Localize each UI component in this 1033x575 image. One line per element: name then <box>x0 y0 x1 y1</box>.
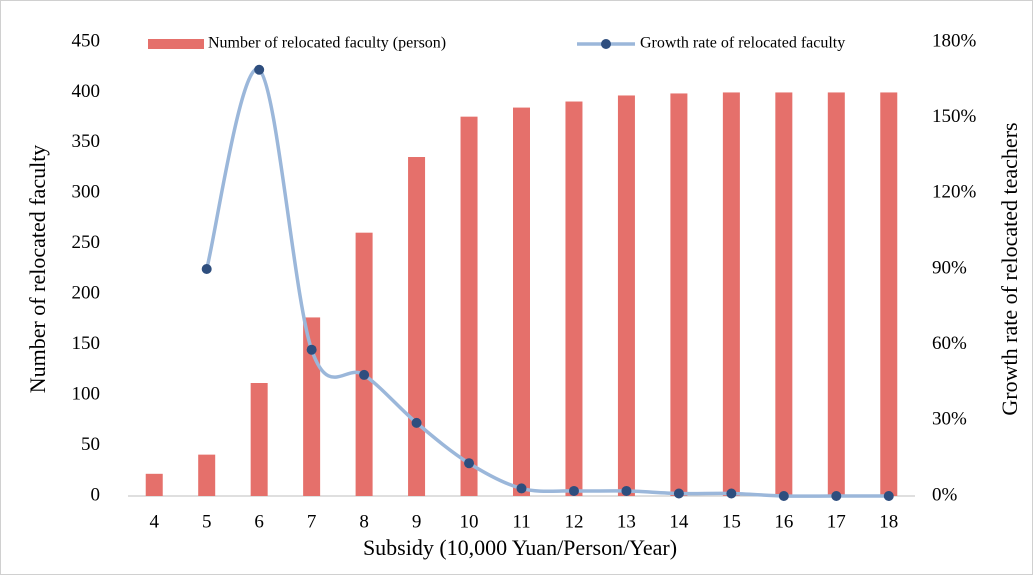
x-tick-label: 6 <box>254 511 264 532</box>
x-tick-label: 18 <box>879 511 898 532</box>
line-marker <box>254 64 265 75</box>
y2-tick-label: 90% <box>932 257 967 278</box>
legend-swatch <box>148 39 204 49</box>
x-tick-label: 10 <box>460 511 479 532</box>
line-marker <box>306 344 317 355</box>
line-marker <box>359 369 370 380</box>
y-tick-label: 450 <box>72 30 101 51</box>
y2-axis-label: Growth rate of relocated teachers <box>997 122 1022 415</box>
bar <box>827 92 845 496</box>
bar <box>775 92 793 496</box>
y-tick-label: 150 <box>72 333 101 354</box>
line <box>205 67 889 498</box>
x-tick-label: 7 <box>307 511 317 532</box>
line-marker <box>464 458 475 469</box>
y2-tick-label: 180% <box>932 30 977 51</box>
bar <box>565 101 583 496</box>
x-tick-label: 15 <box>722 511 741 532</box>
line-marker <box>778 491 789 501</box>
bar <box>145 473 163 496</box>
y-tick-label: 0 <box>91 484 101 505</box>
line-marker <box>621 485 632 496</box>
x-tick-label: 14 <box>669 511 689 532</box>
line-marker <box>516 483 527 494</box>
bar <box>722 92 740 496</box>
x-tick-label: 8 <box>359 511 369 532</box>
line-marker <box>673 488 684 499</box>
bar <box>880 92 898 496</box>
y2-tick-label: 0% <box>932 484 958 505</box>
line-marker <box>726 488 737 499</box>
x-tick-label: 13 <box>617 511 636 532</box>
bar <box>355 232 373 496</box>
y-tick-label: 200 <box>72 283 101 304</box>
x-tick-label: 9 <box>412 511 422 532</box>
bar <box>460 116 478 496</box>
y-tick-label: 100 <box>72 383 101 404</box>
bar <box>408 157 426 496</box>
y-tick-label: 250 <box>72 232 101 253</box>
line-marker <box>831 491 842 501</box>
line-marker <box>883 491 894 501</box>
legend-label: Growth rate of relocated faculty <box>640 35 845 52</box>
x-tick-label: 12 <box>564 511 583 532</box>
y2-tick-label: 150% <box>932 106 977 127</box>
y-tick-label: 400 <box>72 81 101 102</box>
y-tick-label: 300 <box>72 182 101 203</box>
x-tick-label: 4 <box>149 511 159 532</box>
y-tick-label: 350 <box>72 131 101 152</box>
line-marker <box>201 264 212 274</box>
legend-label: Number of relocated faculty (person) <box>208 35 446 52</box>
y2-tick-label: 60% <box>932 333 967 354</box>
bar <box>198 454 216 496</box>
bar <box>617 95 635 497</box>
bar <box>250 383 268 496</box>
y-axis-label: Number of relocated faculty <box>25 145 50 394</box>
y-tick-label: 50 <box>81 434 100 455</box>
x-axis-label: Subsidy (10,000 Yuan/Person/Year) <box>363 535 677 560</box>
line-marker <box>411 417 422 428</box>
x-tick-label: 11 <box>512 511 530 532</box>
x-tick-label: 16 <box>774 511 793 532</box>
legend-swatch <box>601 39 611 49</box>
bar <box>670 93 688 496</box>
x-tick-label: 5 <box>202 511 212 532</box>
x-tick-label: 17 <box>827 511 846 532</box>
y2-tick-label: 30% <box>932 409 967 430</box>
y2-tick-label: 120% <box>932 182 977 203</box>
bar <box>513 107 530 497</box>
line-marker <box>568 485 579 496</box>
